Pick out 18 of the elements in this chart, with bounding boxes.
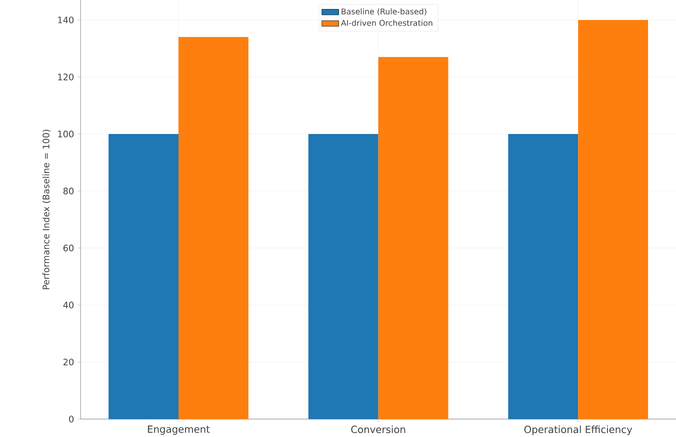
y-tick-label: 120 — [58, 74, 74, 80]
x-tick-label: Engagement — [148, 426, 210, 435]
bar — [578, 20, 648, 420]
x-tick-label: Operational Efficiency — [524, 426, 632, 436]
bar — [108, 134, 178, 420]
y-tick-label: 20 — [63, 358, 74, 366]
x-tick-label: Conversion — [351, 426, 406, 434]
y-tick-label: 0 — [69, 416, 74, 422]
bar — [508, 134, 578, 420]
bar — [308, 134, 378, 420]
y-tick-label: 60 — [63, 244, 74, 252]
bar — [378, 57, 448, 420]
y-tick-label: 40 — [63, 302, 74, 308]
y-tick-label: 80 — [63, 188, 74, 194]
y-tick-label: 100 — [58, 130, 74, 138]
y-tick-label: 140 — [58, 16, 74, 24]
y-axis-title: Performance Index (Baseline = 100) — [42, 130, 50, 290]
bar — [178, 37, 248, 420]
